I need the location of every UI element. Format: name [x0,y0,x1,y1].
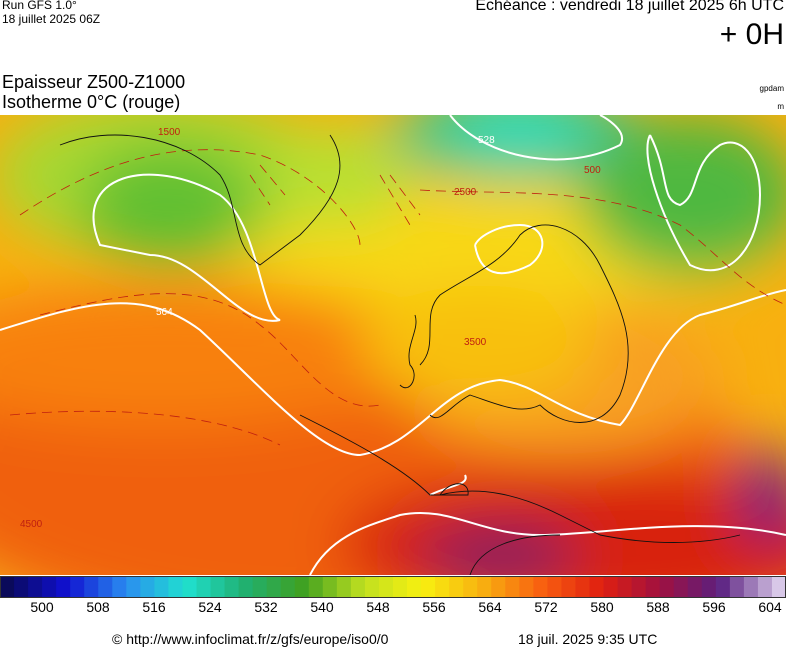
label-500: 500 [584,165,601,176]
iso0-contours [9,149,786,446]
colorbar-swatch [743,576,759,597]
label-1500: 1500 [158,127,181,138]
colorbar-swatch [463,576,478,597]
colorbar-swatch [210,576,226,597]
colorbar-swatch [336,576,352,597]
label-528: 528 [478,135,495,146]
colorbar-swatch [393,576,408,597]
field: 528 500 1500 2500 3500 564 4500 [0,115,786,575]
colorbar-swatch [182,576,197,597]
colorbar-swatch [519,576,534,597]
colorbar-swatch [407,576,422,597]
colorbar-swatch [673,576,689,597]
colorbar-tick-label: 580 [590,599,614,615]
colorbar-swatch [308,576,324,597]
colorbar-tick-label: 604 [758,599,782,615]
colorbar-swatch [266,576,282,597]
colorbar-swatch [98,576,113,597]
colorbar-tick-label: 596 [702,599,726,615]
colorbar-swatch [196,576,212,597]
colorbar-swatch [252,576,268,597]
unit-m: m [777,102,784,111]
colorbar-swatch [42,576,57,597]
colorbar-swatch [350,576,366,597]
colorbar-swatch [364,576,380,597]
colorbar-swatch [168,576,183,597]
colorbar-swatch [154,576,169,597]
colorbar-tick-label: 572 [534,599,558,615]
colorbar-tick-label: 532 [254,599,278,615]
offset: + 0H [719,18,784,51]
footer-source: © http://www.infoclimat.fr/z/gfs/europe/… [112,631,389,647]
colorbar-swatch [561,576,576,597]
label-4500: 4500 [20,519,43,530]
colorbar-tick-label: 500 [30,599,54,615]
colorbar-swatch [589,576,605,597]
colorbar-swatch [84,576,99,597]
map: 528 500 1500 2500 3500 564 4500 [0,115,786,575]
colorbar-swatch [126,576,141,597]
colorbar-tick-label: 540 [310,599,334,615]
footer-time: 18 juil. 2025 9:35 UTC [518,631,658,647]
colorbar: 500 508 516 524 532 540 548 556 564 572 580 588 596 6… [0,576,786,615]
colorbar-swatch [687,576,703,597]
unit-gpdam: gpdam [759,84,784,93]
colorbar-swatch [280,576,296,597]
colorbar-swatch [645,576,661,597]
colorbar-swatch [294,576,310,597]
colorbar-swatch [224,576,240,597]
run-label: Run GFS 1.0° [2,0,77,12]
colorbar-swatch [603,576,619,597]
label-3500: 3500 [464,337,487,348]
colorbar-tick-label: 508 [86,599,110,615]
colorbar-tick-label: 588 [646,599,670,615]
colorbar-swatch [14,576,29,597]
colorbar-swatch [491,576,506,597]
colorbar-swatch [28,576,43,597]
colorbar-swatch [56,576,71,597]
colorbar-tick-label: 516 [142,599,166,615]
colorbar-tick-label: 524 [198,599,222,615]
colorbar-swatch [378,576,394,597]
colorbar-tick-label: 556 [422,599,446,615]
colorbar-swatch [0,576,15,597]
colorbar-swatch [322,576,338,597]
colorbar-swatch [140,576,155,597]
colorbar-swatch [729,576,745,597]
echeance: Echéance : vendredi 18 juillet 2025 6h U… [475,0,784,14]
subtitle: Isotherme 0°C (rouge) [2,92,181,112]
colorbar-swatch [449,576,464,597]
colorbar-swatch [435,576,450,597]
colorbar-swatch [771,576,786,597]
colorbar-swatch [617,576,633,597]
colorbar-swatch [112,576,127,597]
contour-labels: 528 500 1500 2500 3500 564 4500 [20,127,601,530]
title: Epaisseur Z500-Z1000 [2,72,186,92]
coastlines [59,134,741,575]
colorbar-swatch [547,576,562,597]
colorbar-tick-label: 548 [366,599,390,615]
colorbar-swatch [421,576,436,597]
colorbar-swatch [757,576,773,597]
colorbar-swatch [70,576,85,597]
colorbar-swatch [477,576,492,597]
colorbar-swatch [533,576,548,597]
colorbar-swatch [238,576,254,597]
colorbar-swatch [505,576,520,597]
colorbar-swatch [715,576,731,597]
colorbar-swatch [575,576,590,597]
label-2500: 2500 [454,187,477,198]
colorbar-swatch [701,576,717,597]
thickness-contours [0,115,786,575]
colorbar-swatch [631,576,647,597]
colorbar-swatch [659,576,675,597]
label-564: 564 [156,307,173,318]
run-date: 18 juillet 2025 06Z [2,12,101,26]
colorbar-tick-label: 564 [478,599,502,615]
